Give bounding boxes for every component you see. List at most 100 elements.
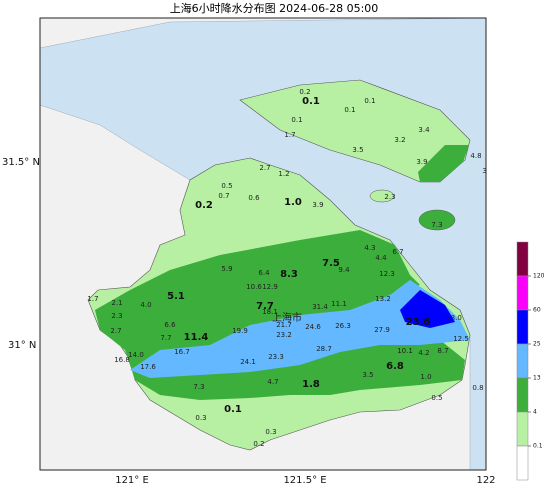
legend-label: 0.1 — [533, 443, 543, 450]
station-value: 7.3 — [431, 221, 442, 229]
map-frame — [39, 17, 487, 471]
station-value: 24.6 — [305, 323, 321, 331]
station-value: 16.8 — [114, 356, 130, 364]
legend-label: 25 — [533, 341, 541, 348]
station-value: 11.4 — [184, 332, 209, 343]
station-value: 7.7 — [256, 301, 274, 312]
station-value: 8.7 — [437, 347, 448, 355]
station-value: 0.3 — [265, 428, 276, 436]
station-value: 6.7 — [392, 248, 403, 256]
station-value: 12.5 — [453, 335, 469, 343]
legend-swatch — [516, 377, 529, 413]
station-value: 0.6 — [248, 194, 260, 202]
station-value: 0.1 — [344, 106, 355, 114]
station-value: 8.3 — [280, 269, 298, 280]
station-value: 0.8 — [472, 384, 483, 392]
station-value: 4.8 — [470, 152, 481, 160]
station-value: 0.1 — [302, 96, 320, 107]
legend-swatch — [516, 411, 529, 447]
station-value: 2.3 — [384, 193, 395, 201]
legend-label: 120 — [533, 273, 545, 280]
station-value: 21.7 — [276, 321, 292, 329]
station-value: 12.9 — [262, 283, 278, 291]
station-value: 0.1 — [364, 97, 375, 105]
station-value: 0.2 — [253, 440, 264, 448]
station-value: 14.0 — [128, 351, 144, 359]
legend-label: 4 — [533, 409, 537, 416]
station-value: 2.3 — [111, 312, 122, 320]
station-value: 9.4 — [338, 266, 350, 274]
station-value: 24.1 — [240, 358, 256, 366]
island — [369, 189, 395, 203]
station-value: 23.6 — [406, 317, 431, 328]
legend-swatch — [516, 309, 529, 345]
station-value: 0.7 — [218, 192, 229, 200]
station-value: 1.2 — [278, 170, 289, 178]
heavy-rain-zone — [130, 280, 470, 378]
station-value: 31.4 — [312, 303, 328, 311]
station-values: 0.20.1 0.10.10.11.73.53.23.43.94.83.72.37… — [87, 88, 493, 448]
station-value: 0.3 — [195, 414, 206, 422]
lat-label: 31.5° N — [2, 157, 40, 168]
station-value: 0.2 — [195, 200, 213, 211]
station-value: 12.3 — [379, 270, 395, 278]
region-label: 上海市 — [272, 311, 302, 324]
station-value: 1.7 — [284, 131, 295, 139]
station-value: 6.6 — [164, 321, 176, 329]
lat-label: 31° N — [8, 340, 36, 351]
station-value: 5.1 — [167, 291, 185, 302]
station-value: 3.4 — [418, 126, 430, 134]
legend-label: 13 — [533, 375, 541, 382]
station-value: 0.1 — [224, 404, 242, 415]
chongming-east — [418, 145, 469, 182]
station-value: 28.7 — [316, 345, 332, 353]
station-value: 4.3 — [364, 244, 375, 252]
station-value: 4.7 — [267, 378, 278, 386]
lon-label: 121° E — [115, 475, 149, 486]
lon-label: 122 — [476, 475, 495, 486]
station-value: 23.3 — [268, 353, 284, 361]
station-value: 3.5 — [352, 146, 363, 154]
station-value: 7.5 — [322, 258, 340, 269]
station-value: 6.8 — [386, 361, 404, 372]
legend-swatch — [516, 445, 529, 481]
station-value: 4.4 — [375, 254, 387, 262]
station-value: 27.9 — [374, 326, 390, 334]
station-value: 28.0 — [446, 314, 462, 322]
station-value: 10.1 — [397, 347, 413, 355]
station-value: 5.9 — [221, 265, 232, 273]
station-value: 0.5 — [431, 394, 442, 402]
station-value: 3.9 — [312, 201, 323, 209]
station-value: 2.7 — [110, 327, 121, 335]
station-value: 13.2 — [375, 295, 391, 303]
legend-swatch — [516, 343, 529, 379]
station-value: 7.3 — [193, 383, 204, 391]
legend: 0.1 4 13 25 60 120 — [516, 241, 545, 481]
station-value: 3.2 — [394, 136, 405, 144]
station-value: 2.1 — [111, 299, 122, 307]
rainstorm-zone — [400, 290, 455, 328]
legend-label: 60 — [533, 307, 541, 314]
station-value: 23.2 — [276, 331, 292, 339]
station-value: 3.9 — [416, 158, 427, 166]
lon-label: 121.5° E — [283, 475, 326, 486]
station-value: 26.3 — [335, 322, 351, 330]
station-value: 0.5 — [221, 182, 232, 190]
station-value: 3.7 — [482, 167, 493, 175]
station-value: 6.4 — [258, 269, 270, 277]
station-value: 11.1 — [331, 300, 347, 308]
station-value: 1.7 — [87, 295, 98, 303]
station-value: 16.7 — [174, 348, 190, 356]
station-value: 7.7 — [160, 334, 171, 342]
station-value: 0.2 — [299, 88, 310, 96]
station-value: 1.8 — [302, 379, 320, 390]
legend-swatch — [516, 275, 529, 311]
station-value: 4.0 — [140, 301, 151, 309]
station-value: 0.1 — [291, 116, 302, 124]
station-value: 10.6 — [246, 283, 262, 291]
station-value: 18.1 — [262, 308, 278, 316]
map-title: 上海6小时降水分布图 2024-06-28 05:00 — [170, 1, 379, 15]
station-value: 1.0 — [284, 197, 302, 208]
station-value: 3.5 — [362, 371, 373, 379]
